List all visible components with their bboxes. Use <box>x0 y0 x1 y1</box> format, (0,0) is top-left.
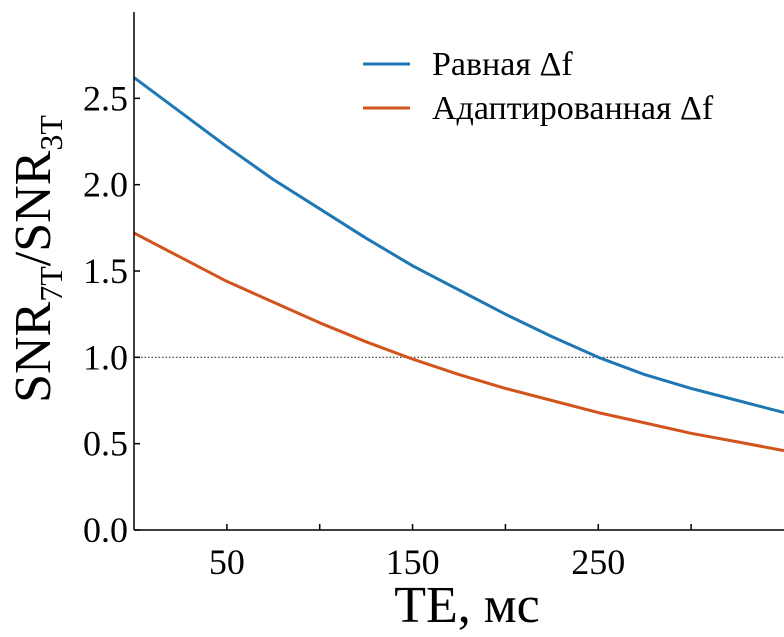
legend: Равная Δf Адаптированная Δf <box>363 46 714 127</box>
y-tick-label-0-5: 0.5 <box>83 424 128 464</box>
ticks-layer: 50 150 250 0.0 0.5 1.0 1.5 2.0 2.5 <box>83 78 692 582</box>
y-tick-label-2-5: 2.5 <box>83 78 128 118</box>
y-axis-title-part-4: 3T <box>33 115 69 151</box>
y-tick-label-2-0: 2.0 <box>83 165 128 205</box>
x-axis-title: TE, мс <box>394 577 540 632</box>
legend-label-2: Адаптированная Δf <box>432 90 714 127</box>
x-tick-label-150: 150 <box>386 542 440 582</box>
y-axis-title-part-1: SNR <box>5 301 62 402</box>
series-line-1 <box>133 76 784 415</box>
series-layer <box>133 76 784 453</box>
x-tick-label-50: 50 <box>209 542 245 582</box>
y-axis-title-part-3: /SNR <box>5 150 62 266</box>
x-tick-label-250: 250 <box>571 542 625 582</box>
y-tick-label-1-5: 1.5 <box>83 251 128 291</box>
y-tick-label-0-0: 0.0 <box>83 510 128 550</box>
y-axis-title: SNR7T/SNR3T <box>5 115 69 403</box>
series-line-2 <box>133 231 784 453</box>
legend-label-1: Равная Δf <box>432 46 573 83</box>
y-tick-label-1-0: 1.0 <box>83 337 128 377</box>
y-axis-title-part-2: 7T <box>33 266 69 302</box>
